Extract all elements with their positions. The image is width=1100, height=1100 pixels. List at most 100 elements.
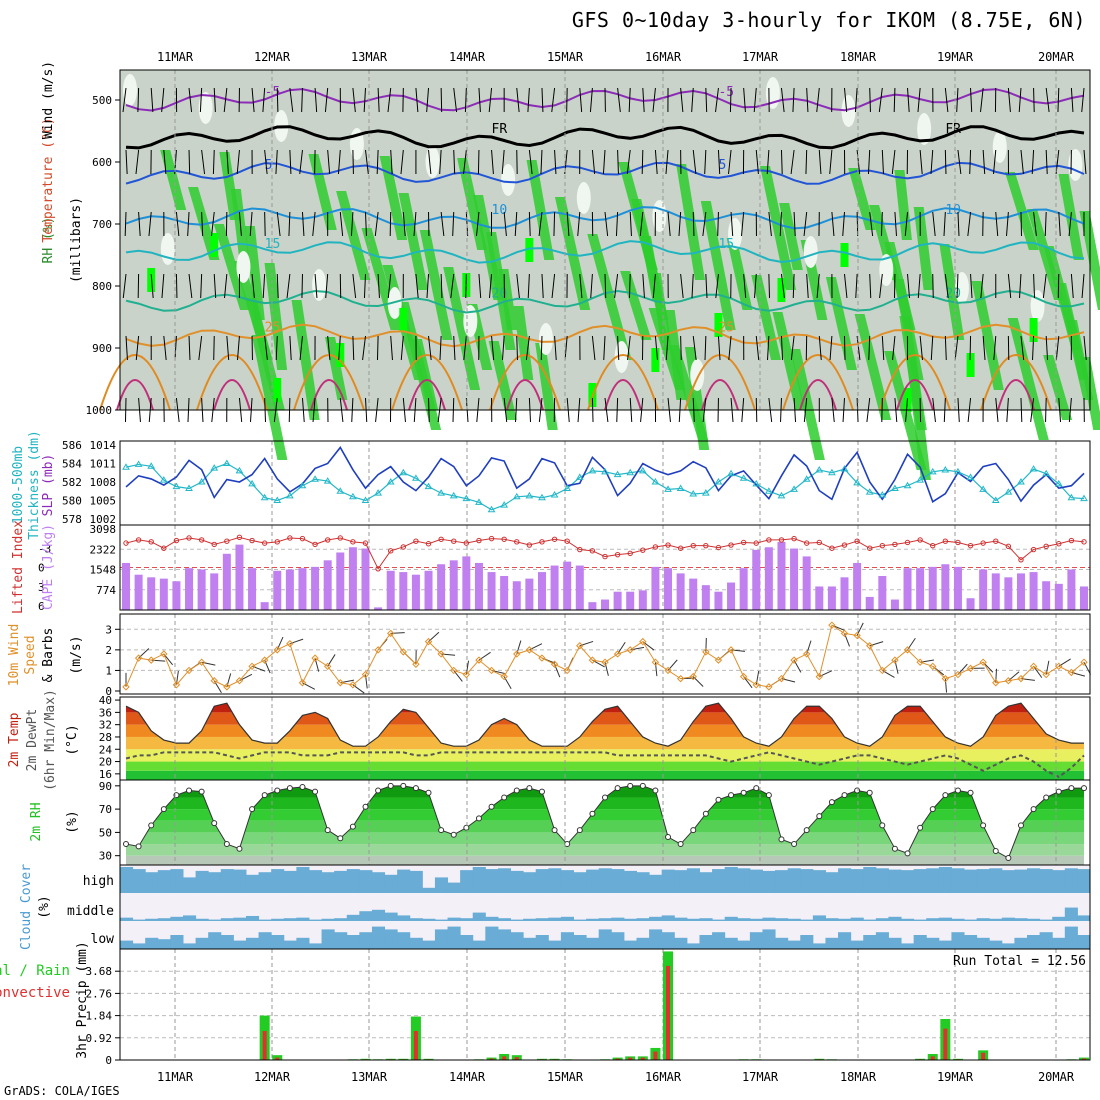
rh-tick-label: 30 xyxy=(99,850,112,863)
wind-barb xyxy=(617,87,621,113)
cloud-bar-middle xyxy=(447,917,461,921)
wind-barb xyxy=(163,149,167,175)
wind-barb xyxy=(755,335,760,361)
wind-barb xyxy=(275,149,278,175)
li-point xyxy=(425,541,432,547)
rh-dry-patch xyxy=(123,74,137,106)
cloud-bar-high xyxy=(485,869,499,893)
cloud-bar-middle xyxy=(838,918,852,921)
wind-barb xyxy=(891,149,896,175)
cloud-bar-high xyxy=(208,872,222,893)
isotherm-30 xyxy=(391,354,463,411)
cape-bar xyxy=(386,570,395,610)
li-point xyxy=(677,545,684,551)
wind-barb xyxy=(135,335,140,361)
li-tick-label: 6 xyxy=(38,600,45,613)
rh-band xyxy=(939,244,965,340)
wind-barb xyxy=(1045,335,1049,361)
wind-tick-label: 3 xyxy=(105,623,112,636)
cape-bar xyxy=(701,585,710,610)
rh-point xyxy=(904,850,911,857)
thickness-point xyxy=(954,467,962,475)
wind-barb xyxy=(199,87,203,113)
rh-saturated xyxy=(840,243,849,267)
rh-point xyxy=(816,813,823,820)
thickness-point xyxy=(1042,469,1051,477)
rh-band xyxy=(251,335,288,460)
rh-point xyxy=(412,785,419,792)
li-point xyxy=(791,535,797,542)
wind-barb xyxy=(982,335,986,361)
rh-point xyxy=(375,787,382,794)
cloud-bar-low xyxy=(913,935,927,949)
wind-barb xyxy=(654,335,658,361)
cloud-bar-middle xyxy=(132,919,146,921)
wind-barb xyxy=(363,87,366,113)
rh-point xyxy=(702,810,709,817)
cloud-bar-high xyxy=(838,868,852,893)
cape-bar xyxy=(462,556,471,610)
cloud-bar-high xyxy=(510,870,524,893)
cloud-bar-high xyxy=(560,870,575,893)
thickness-point xyxy=(714,478,723,485)
isotherm-35 xyxy=(506,379,544,411)
li-point xyxy=(551,536,558,542)
rh-dry-patch xyxy=(312,269,327,301)
cloud-bar-high xyxy=(661,869,675,893)
cape-bar xyxy=(449,560,458,610)
thickness-point xyxy=(966,473,975,480)
wind-barb xyxy=(377,87,380,113)
wind-barb xyxy=(917,273,921,299)
cloud-bar-low xyxy=(321,929,335,949)
date-label-top: 19MAR xyxy=(937,50,974,64)
cape-bar xyxy=(197,569,206,610)
wind-barb xyxy=(188,335,191,361)
wind-barb xyxy=(590,273,593,299)
wind-barb xyxy=(680,335,682,361)
cloud-bar-low xyxy=(1001,943,1015,949)
wind-barb xyxy=(944,335,947,361)
wind-barb xyxy=(880,211,883,237)
wind-speed-point xyxy=(475,656,483,664)
rh-band xyxy=(905,353,931,480)
cloud-bar-high xyxy=(1039,869,1053,893)
label-10m-wind: 10m Wind xyxy=(7,624,22,687)
cloud-bar-high xyxy=(712,869,726,893)
wind-barb xyxy=(943,211,946,237)
wind-barb xyxy=(514,211,518,237)
cloud-bar-high xyxy=(321,872,335,893)
cape-bar xyxy=(550,565,559,610)
run-total: Run Total = 12.56 xyxy=(953,954,1086,969)
cape-bar xyxy=(928,566,937,610)
wind-barb xyxy=(125,149,128,175)
cloud-bar-low xyxy=(1077,935,1091,949)
cape-bar xyxy=(626,591,635,610)
cape-bar xyxy=(890,599,899,610)
wind-tick-label: 2 xyxy=(105,644,112,657)
wind-barb xyxy=(932,211,936,237)
cloud-bar-high xyxy=(964,869,978,893)
cloud-bar-low xyxy=(951,932,965,949)
cloud-bar-low xyxy=(560,932,575,949)
cloud-bar-low xyxy=(787,940,801,949)
upper-frame xyxy=(119,69,1091,411)
cloud-bar-low xyxy=(447,926,461,949)
wind-barb xyxy=(150,273,154,299)
cape-bar xyxy=(1054,583,1063,610)
wind-barb xyxy=(956,87,959,113)
wind-barb xyxy=(289,87,294,113)
wind-barb xyxy=(579,273,583,299)
wind-barb xyxy=(327,335,331,361)
cloud-bar-high xyxy=(397,869,411,893)
rh-saturated xyxy=(651,348,660,372)
li-point xyxy=(375,566,381,572)
wind-barb xyxy=(477,149,480,175)
cape-bar xyxy=(210,573,219,610)
wind-barb xyxy=(188,149,191,175)
wind-barb xyxy=(188,87,193,113)
li-point xyxy=(993,538,999,544)
wind-speed-point xyxy=(500,672,508,681)
wind-barb xyxy=(502,335,505,361)
wind-speed-point xyxy=(1055,662,1063,671)
wind-barb xyxy=(692,149,697,175)
